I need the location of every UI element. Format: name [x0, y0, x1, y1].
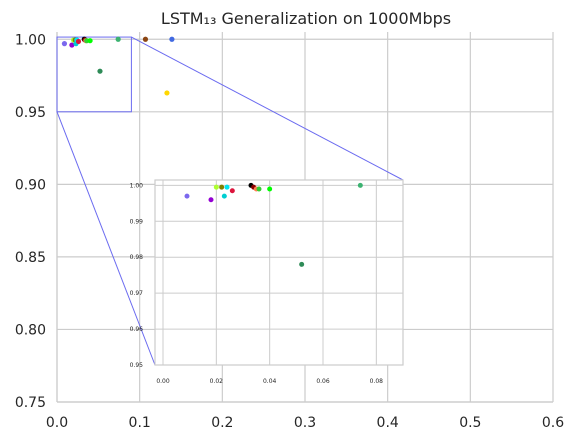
- main-x-tick-label: 0.5: [459, 415, 481, 431]
- main-y-tick-label: 0.95: [15, 105, 46, 121]
- inset-x-tick-label: 0.08: [370, 378, 384, 385]
- main-y-tick-label: 0.75: [15, 395, 46, 411]
- inset-y-tick-label: 1.00: [130, 182, 144, 189]
- inset-y-tick-label: 0.96: [130, 326, 144, 333]
- inset-data-point: [299, 261, 305, 267]
- inset-y-tick-label: 0.99: [130, 218, 144, 225]
- inset-data-point: [267, 186, 273, 192]
- inset-background: [155, 180, 403, 365]
- main-data-point: [142, 36, 149, 42]
- main-data-point: [97, 68, 103, 74]
- main-points: [61, 36, 175, 96]
- main-x-tick-label: 0.4: [377, 415, 399, 431]
- inset-data-point: [357, 182, 363, 188]
- inset-data-point: [224, 184, 230, 190]
- inset-y-tick-label: 0.98: [130, 254, 144, 261]
- inset-data-point: [256, 186, 262, 192]
- inset-points: [184, 182, 363, 267]
- main-x-tick-label: 0.2: [211, 415, 233, 431]
- main-data-point: [61, 41, 68, 47]
- main-tick-labels: 0.0 0.1 0.2 0.3 0.4 0.5 0.6 0.75 0.80 0.85 0.90 0.9…: [15, 32, 564, 431]
- inset-x-tick-label: 0.02: [210, 378, 224, 385]
- main-data-point: [75, 38, 82, 45]
- main-y-tick-label: 1.00: [15, 32, 46, 48]
- main-x-tick-label: 0.6: [542, 415, 564, 431]
- inset-data-point: [208, 197, 214, 203]
- inset-data-point: [184, 193, 190, 199]
- inset-frame: [154, 179, 404, 366]
- inset-data-point: [213, 184, 219, 190]
- main-y-tick-label: 0.85: [15, 250, 46, 266]
- main-data-point: [115, 36, 121, 42]
- main-x-tick-label: 0.1: [129, 415, 151, 431]
- main-data-point: [87, 38, 93, 44]
- inset-y-tick-label: 0.95: [130, 362, 144, 369]
- zoom-rectangle: [56, 36, 132, 113]
- inset-data-point: [221, 193, 227, 199]
- main-data-point: [69, 42, 75, 48]
- inset-x-tick-label: 0.06: [316, 378, 330, 385]
- inset-tick-labels: 0.00 0.02 0.04 0.06 0.08 0.95 0.96 0.97 0.98 0.99…: [130, 182, 384, 385]
- inset-data-point: [219, 184, 225, 190]
- zoom-connector-line: [56, 111, 156, 366]
- inset-data-point: [229, 188, 235, 194]
- main-x-tick-label: 0.3: [294, 415, 316, 431]
- inset-plot: 0.00 0.02 0.04 0.06 0.08 0.95 0.96 0.97 0.98 0.99…: [130, 179, 404, 385]
- inset-x-tick-label: 0.00: [156, 378, 170, 385]
- main-data-point: [164, 90, 170, 96]
- chart-title: LSTM₁₃ Generalization on 1000Mbps: [161, 9, 451, 28]
- main-x-tick-label: 0.0: [46, 415, 68, 431]
- inset-x-tick-label: 0.04: [263, 378, 277, 385]
- main-y-tick-label: 0.90: [15, 177, 46, 193]
- zoom-connector-line: [131, 36, 404, 181]
- main-y-tick-label: 0.80: [15, 322, 46, 338]
- main-data-point: [169, 36, 175, 42]
- zoom-indicator: [56, 36, 404, 366]
- inset-y-tick-label: 0.97: [130, 290, 144, 297]
